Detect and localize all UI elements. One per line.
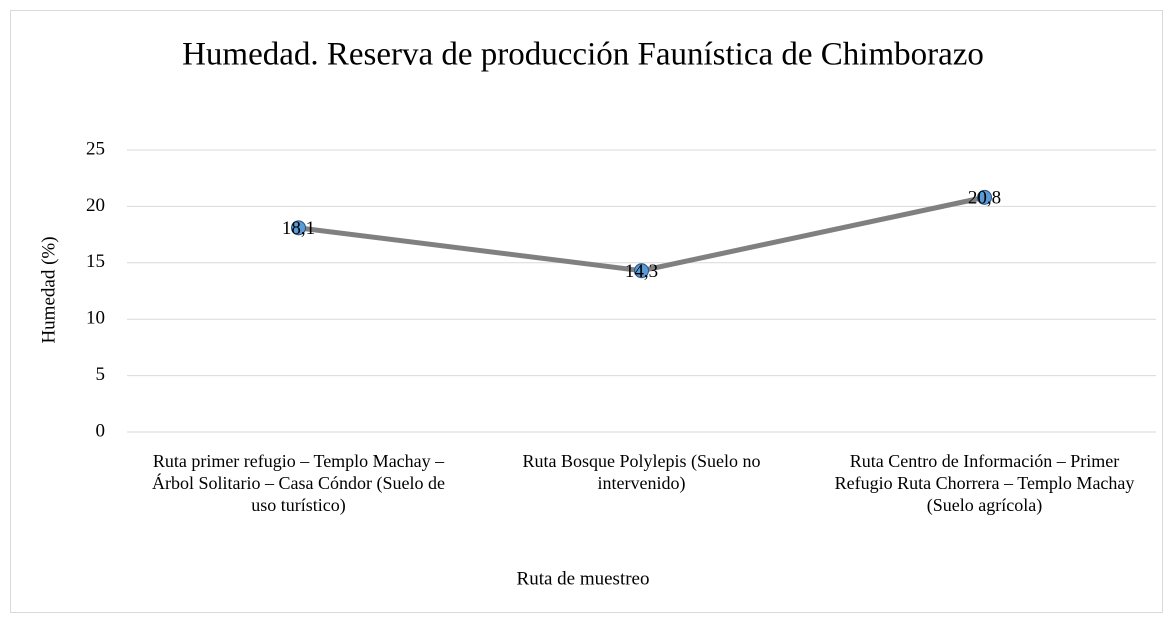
x-tick-label-box: Ruta primer refugio – Templo Machay – Ár… — [152, 451, 445, 515]
y-tick-label: 10 — [86, 308, 105, 329]
y-tick-label: 5 — [96, 364, 106, 385]
chart-border — [10, 10, 1163, 613]
marker — [291, 220, 306, 236]
x-tick-label: Ruta Centro de Información – Primer Refu… — [834, 451, 1135, 515]
data-label: 20,8 — [968, 188, 1001, 209]
x-tick-label: Ruta primer refugio – Templo Machay – Ár… — [152, 451, 445, 515]
x-tick-label: Ruta Bosque Polylepis (Suelo no interven… — [522, 451, 761, 493]
y-tick-label: 25 — [86, 138, 105, 159]
x-tick-label-box: Ruta Bosque Polylepis (Suelo no interven… — [522, 451, 761, 493]
y-tick-label: 20 — [86, 195, 105, 216]
x-axis-title: Ruta de muestreo — [517, 568, 650, 589]
y-tick-label: 0 — [96, 420, 106, 441]
data-label: 18,1 — [282, 218, 315, 239]
chart-title: Humedad. Reserva de producción Faunístic… — [182, 37, 984, 73]
y-tick-label: 15 — [86, 251, 105, 272]
y-axis-title: Humedad (%) — [38, 236, 59, 343]
marker — [977, 189, 992, 205]
marker — [634, 263, 649, 279]
data-label: 14,3 — [625, 261, 658, 282]
x-tick-label-box: Ruta Centro de Información – Primer Refu… — [834, 451, 1135, 515]
